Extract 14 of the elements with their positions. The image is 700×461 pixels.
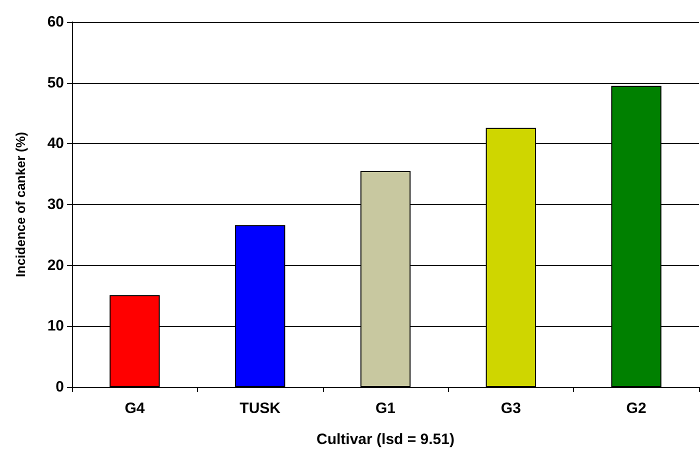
y-tick-label: 10 (47, 318, 64, 335)
x-tick-label: G3 (500, 400, 521, 417)
y-tick-label: 60 (47, 14, 64, 30)
x-tick-label: G2 (626, 400, 646, 417)
y-tick-label: 20 (47, 256, 64, 274)
y-tick-label: 40 (47, 135, 64, 152)
y-tick-label: 50 (47, 74, 64, 92)
x-tick-label: TUSK (240, 400, 281, 417)
x-axis-title: Cultivar (lsd = 9.51) (316, 431, 454, 448)
y-tick-label: 30 (47, 196, 64, 213)
x-tick-label: G4 (124, 400, 146, 417)
y-axis-title: Incidence of canker (%) (13, 132, 28, 278)
y-tick-label: 0 (56, 378, 64, 396)
x-tick-label: G1 (375, 400, 396, 417)
